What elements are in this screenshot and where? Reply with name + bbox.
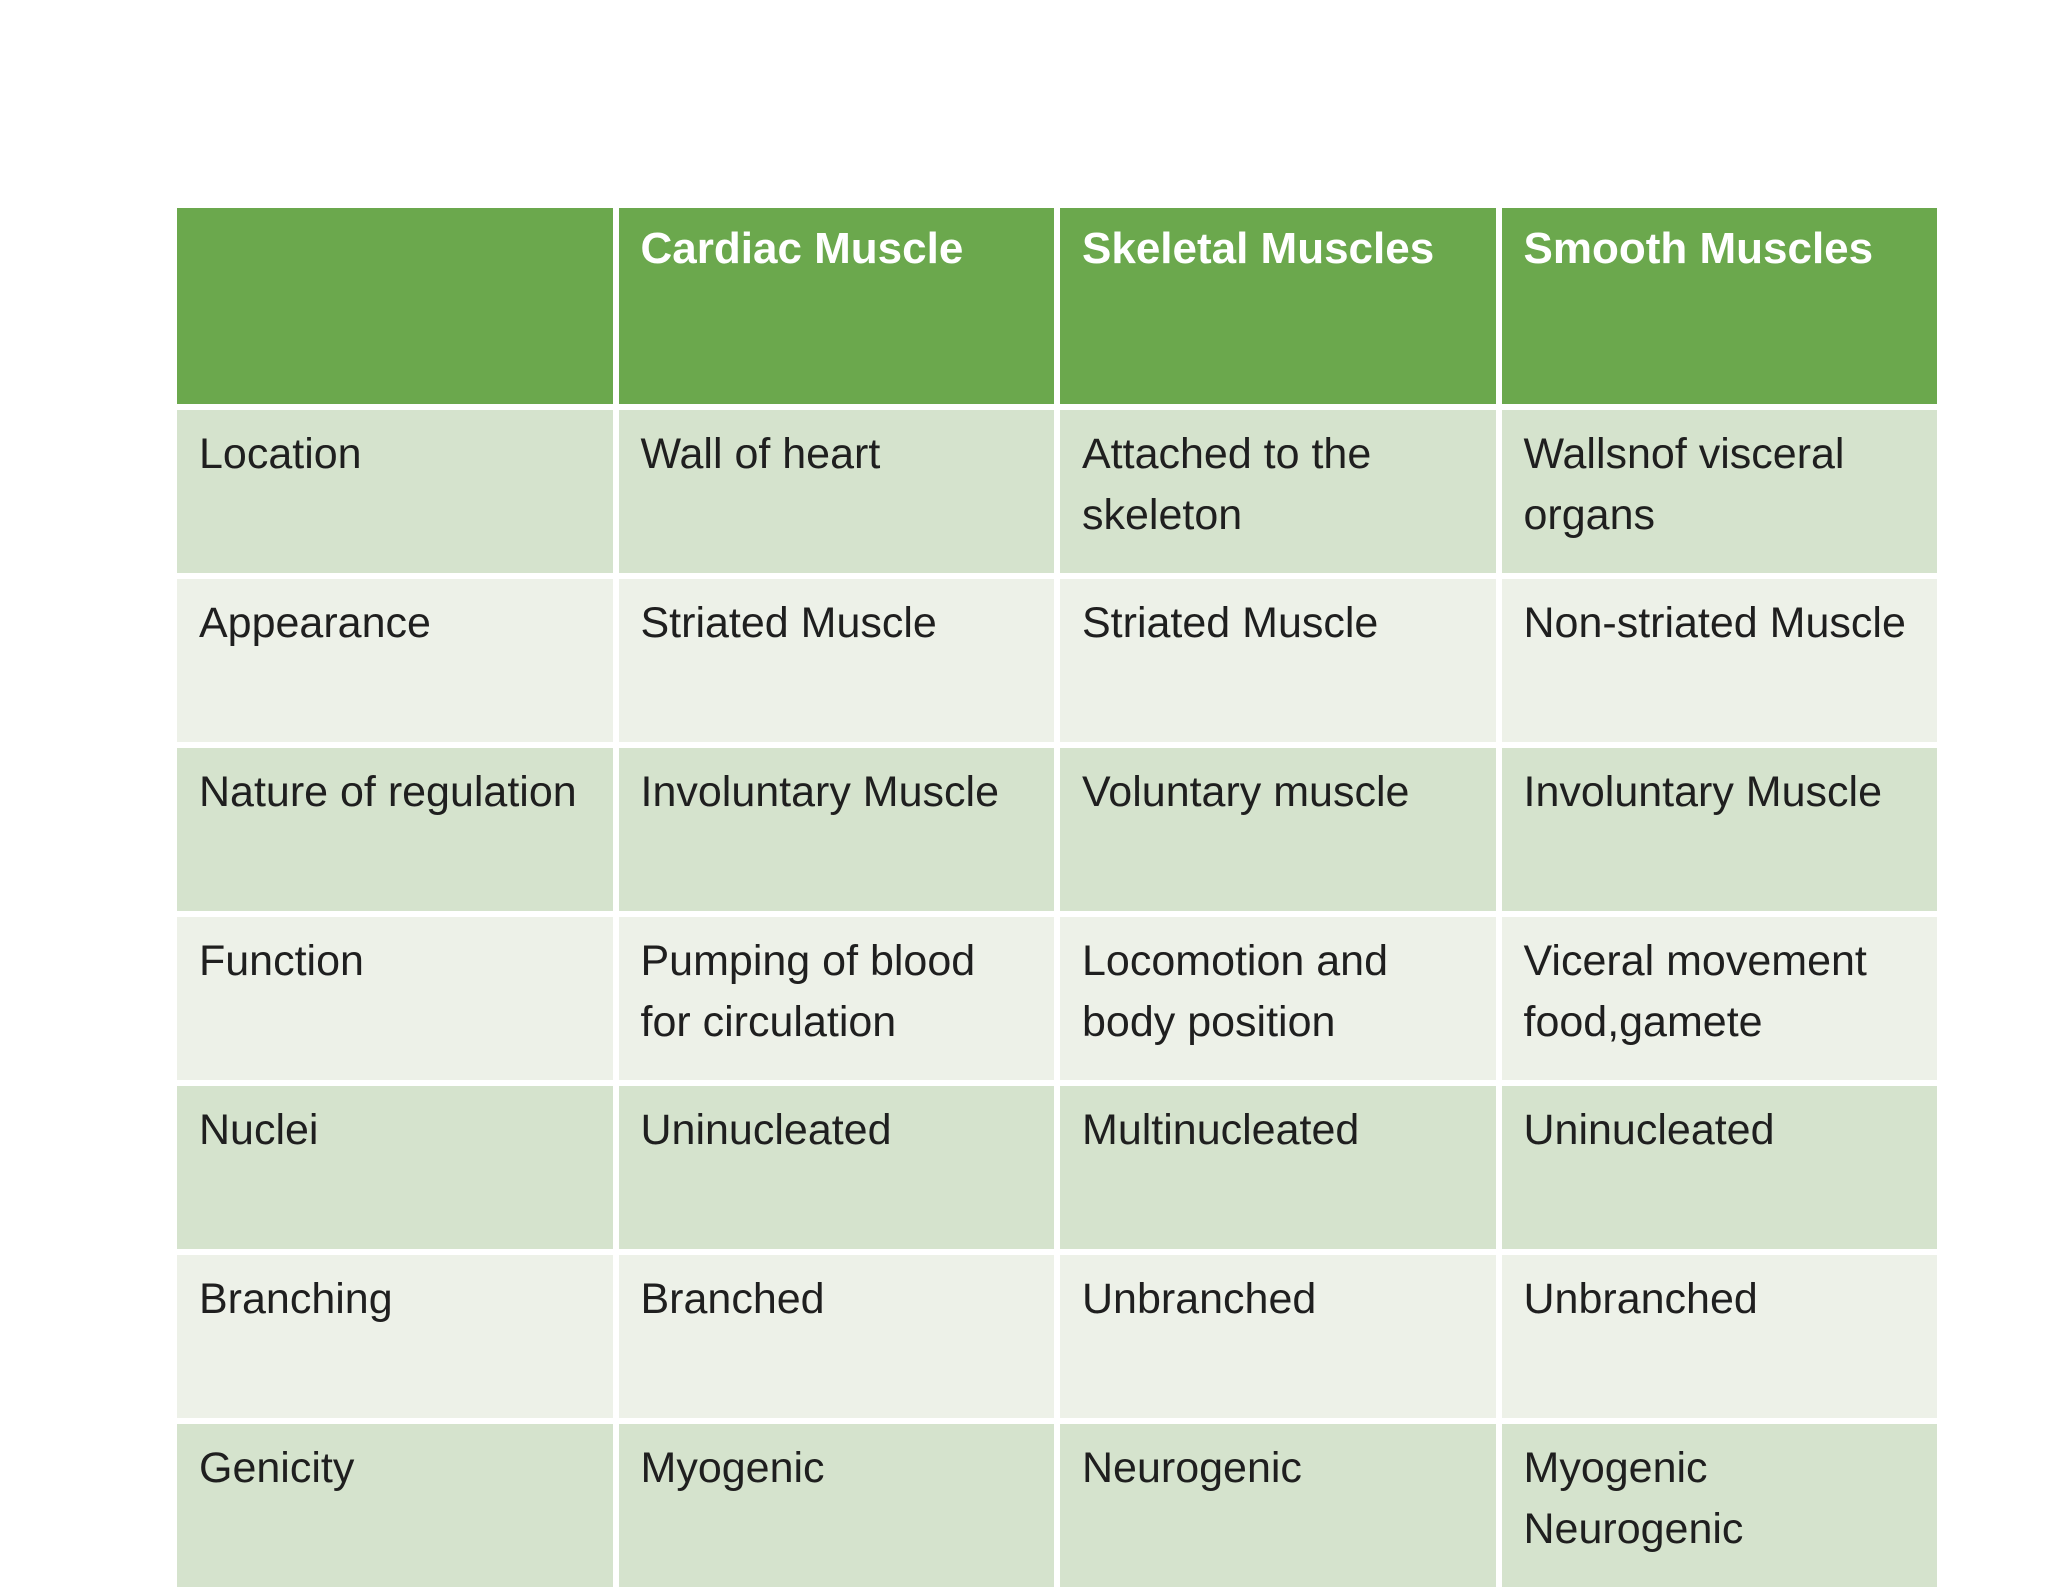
data-cell-appearance-smooth: Non-striated Muscle	[1501, 579, 1937, 742]
data-cell-regulation-skeletal: Voluntary muscle	[1060, 748, 1496, 911]
muscle-comparison-table: Cardiac Muscle Skeletal Muscles Smooth M…	[177, 208, 1937, 1587]
data-cell-nuclei-skeletal: Multinucleated	[1060, 1086, 1496, 1249]
data-cell-branching-smooth: Unbranched	[1501, 1255, 1937, 1418]
data-cell-nuclei-cardiac: Uninucleated	[618, 1086, 1054, 1249]
data-cell-genicity-smooth: Myogenic Neurogenic	[1501, 1424, 1937, 1587]
data-cell-location-skeletal: Attached to the skeleton	[1060, 410, 1496, 573]
data-cell-appearance-skeletal: Striated Muscle	[1060, 579, 1496, 742]
column-header-skeletal-muscles: Skeletal Muscles	[1060, 208, 1496, 404]
data-cell-appearance-cardiac: Striated Muscle	[618, 579, 1054, 742]
row-label-function: Function	[177, 917, 613, 1080]
row-label-branching: Branching	[177, 1255, 613, 1418]
data-cell-branching-skeletal: Unbranched	[1060, 1255, 1496, 1418]
data-cell-location-cardiac: Wall of heart	[618, 410, 1054, 573]
data-cell-genicity-skeletal: Neurogenic	[1060, 1424, 1496, 1587]
corner-header-cell	[177, 208, 613, 404]
data-cell-genicity-cardiac: Myogenic	[618, 1424, 1054, 1587]
column-header-cardiac-muscle: Cardiac Muscle	[618, 208, 1054, 404]
row-label-appearance: Appearance	[177, 579, 613, 742]
row-label-nature-of-regulation: Nature of regulation	[177, 748, 613, 911]
data-cell-regulation-cardiac: Involuntary Muscle	[618, 748, 1054, 911]
data-cell-function-cardiac: Pumping of blood for circulation	[618, 917, 1054, 1080]
row-label-location: Location	[177, 410, 613, 573]
data-cell-nuclei-smooth: Uninucleated	[1501, 1086, 1937, 1249]
column-header-smooth-muscles: Smooth Muscles	[1501, 208, 1937, 404]
data-cell-function-smooth: Viceral movement food,gamete	[1501, 917, 1937, 1080]
data-cell-regulation-smooth: Involuntary Muscle	[1501, 748, 1937, 911]
data-cell-function-skeletal: Locomotion and body position	[1060, 917, 1496, 1080]
row-label-nuclei: Nuclei	[177, 1086, 613, 1249]
data-cell-location-smooth: Wallsnof visceral organs	[1501, 410, 1937, 573]
data-cell-branching-cardiac: Branched	[618, 1255, 1054, 1418]
row-label-genicity: Genicity	[177, 1424, 613, 1587]
